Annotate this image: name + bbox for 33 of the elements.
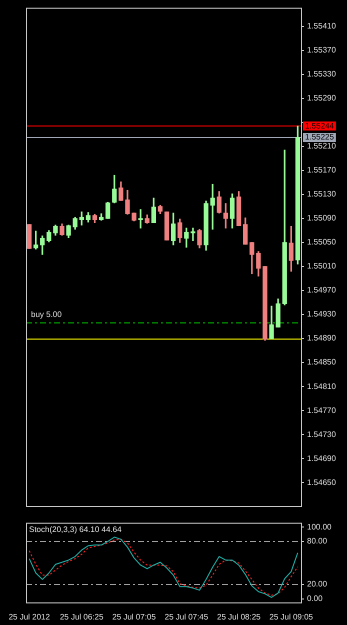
y-tick-label: 1.55090 — [307, 214, 336, 223]
x-tick-label: 25 Jul 07:45 — [164, 612, 209, 622]
x-tick-label: 25 Jul 08:25 — [217, 612, 262, 622]
y-tick-label: 1.54690 — [307, 454, 336, 463]
y-tick-label: 1.54810 — [307, 382, 336, 391]
y-tick-label: 1.54730 — [307, 430, 336, 439]
y-tick-label: 1.54970 — [307, 286, 336, 295]
y-tick-label: 100.00 — [307, 522, 332, 532]
ref-line-label: 1.55244 — [305, 121, 334, 130]
y-tick-label: 1.55010 — [307, 262, 336, 271]
y-tick-label: 1.54850 — [307, 358, 336, 367]
y-tick-label: 0.00 — [307, 594, 324, 604]
ref-line-label: 1.55225 — [305, 132, 334, 142]
ref-line-label: buy 5.00 — [31, 310, 62, 320]
y-tick-label: 1.54650 — [307, 478, 336, 487]
y-tick-label: 1.55330 — [307, 70, 336, 79]
y-tick-label: 1.54770 — [307, 406, 336, 415]
y-tick-label: 1.55210 — [307, 142, 336, 151]
x-tick-label: 25 Jul 07:05 — [112, 612, 156, 622]
y-tick-label: 1.54890 — [307, 334, 336, 343]
y-tick-label: 20.00 — [307, 580, 328, 589]
y-tick-label: 1.55170 — [307, 166, 336, 175]
y-tick-label: 1.55410 — [307, 22, 336, 31]
y-tick-label: 1.54930 — [307, 310, 336, 319]
x-tick-label: 25 Jul 06:25 — [60, 612, 104, 622]
y-tick-label: 1.55290 — [307, 94, 336, 103]
x-tick-label: 25 Jul 2012 — [8, 612, 51, 622]
y-tick-label: 80.00 — [307, 536, 328, 546]
y-tick-label: 1.55050 — [307, 238, 336, 247]
y-tick-label: 1.55130 — [307, 190, 336, 199]
chart-title: Stoch(20,3,3) 64.10 44.64 — [29, 525, 122, 534]
x-tick-label: 25 Jul 09:05 — [269, 612, 314, 622]
y-tick-label: 1.55370 — [307, 46, 336, 55]
